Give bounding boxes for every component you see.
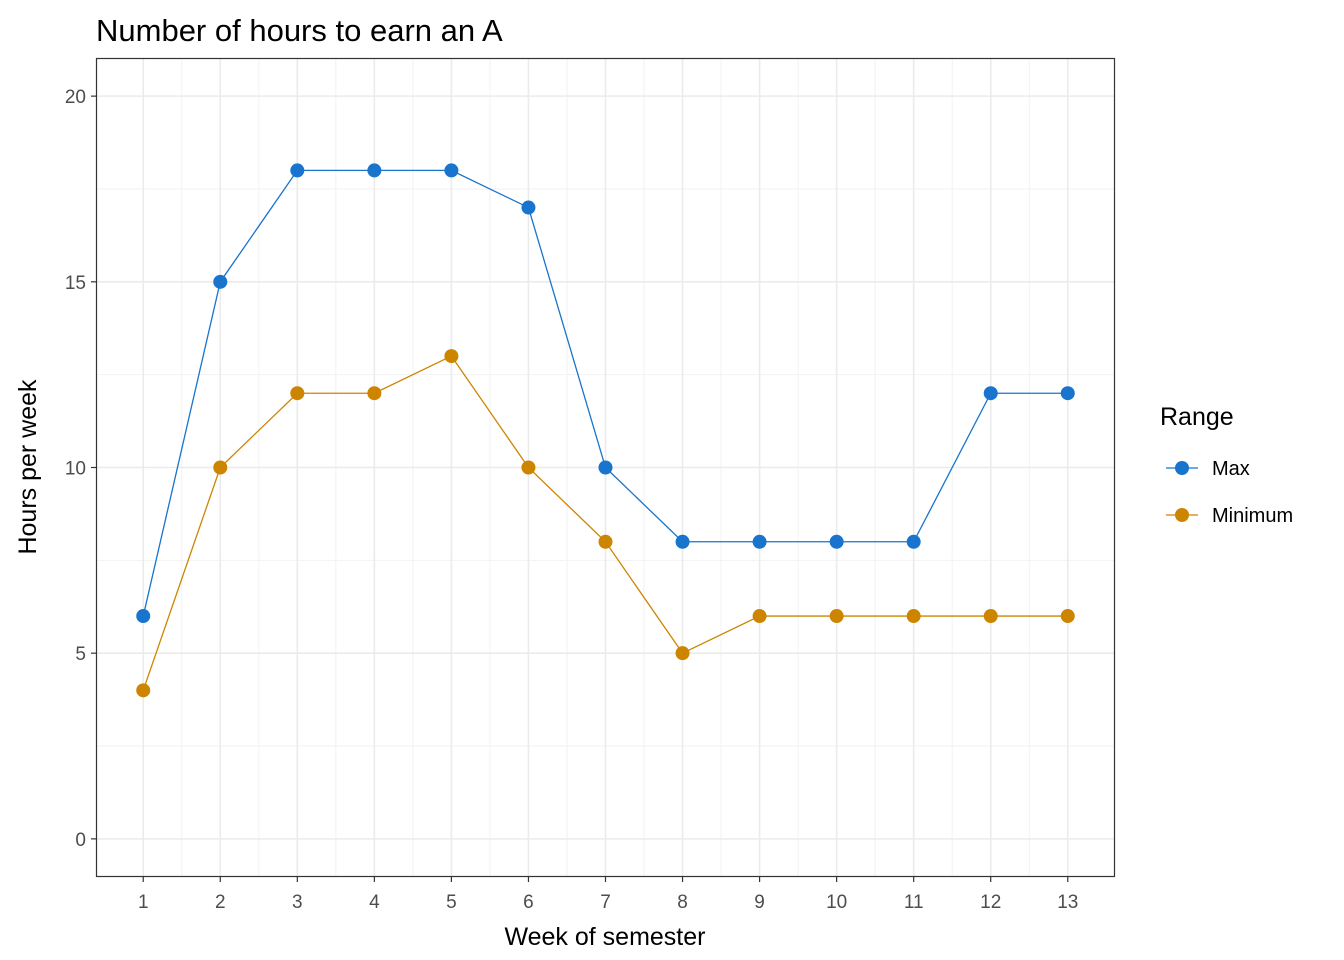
y-tick-label: 10 [65,459,86,480]
data-point-max [752,534,767,549]
data-point-minimum [752,609,767,624]
legend-key-point-max [1175,461,1189,475]
x-tick-label: 3 [292,892,303,913]
y-axis-title: Hours per week [14,379,42,555]
y-tick-label: 0 [75,830,86,851]
y-tick-label: 15 [65,273,86,294]
series-layer [136,163,1075,698]
data-point-minimum [675,646,690,661]
x-tick-label: 10 [826,892,847,913]
data-point-max [136,609,151,624]
x-axis-title: Week of semester [504,923,705,951]
data-point-minimum [906,609,921,624]
legend-label-minimum: Minimum [1212,505,1293,527]
chart-title: Number of hours to earn an A [96,13,503,48]
data-point-minimum [521,460,536,475]
data-point-max [598,460,613,475]
legend: Range Max Minimum [1160,403,1293,527]
x-tick-label: 4 [369,892,380,913]
data-point-max [213,274,228,289]
x-axis: 1 2 3 4 5 6 7 8 9 10 11 12 13 [138,876,1078,913]
x-tick-label: 1 [138,892,149,913]
x-tick-label: 9 [754,892,765,913]
data-point-max [983,386,998,401]
data-point-max [675,534,690,549]
grid [97,59,1114,876]
y-axis: 0 5 10 15 20 [65,87,97,851]
legend-title: Range [1160,403,1234,431]
y-tick-label: 20 [65,87,86,108]
legend-key-point-minimum [1175,508,1189,522]
x-tick-label: 6 [523,892,534,913]
x-tick-label: 2 [215,892,226,913]
data-point-minimum [829,609,844,624]
data-point-minimum [367,386,382,401]
data-point-max [290,163,305,178]
data-point-max [367,163,382,178]
data-point-minimum [598,534,613,549]
data-point-minimum [983,609,998,624]
legend-label-max: Max [1212,458,1250,480]
x-tick-label: 13 [1057,892,1078,913]
x-tick-label: 8 [677,892,688,913]
y-tick-label: 5 [75,644,86,665]
data-point-max [906,534,921,549]
x-tick-label: 11 [904,892,924,913]
data-point-minimum [444,349,459,364]
data-point-minimum [1060,609,1075,624]
data-point-minimum [136,683,151,698]
data-point-minimum [290,386,305,401]
data-point-max [444,163,459,178]
x-tick-label: 7 [600,892,611,913]
data-point-minimum [213,460,228,475]
x-tick-label: 12 [980,892,1001,913]
data-point-max [829,534,844,549]
data-point-max [521,200,536,215]
data-point-max [1060,386,1075,401]
x-tick-label: 5 [446,892,457,913]
